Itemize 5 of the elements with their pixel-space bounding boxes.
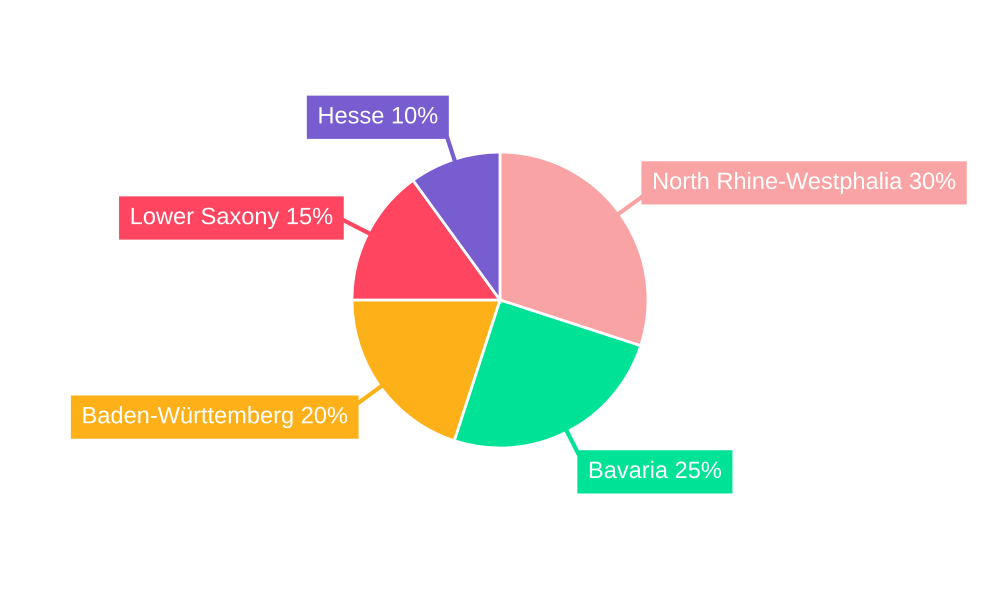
slice-label: Bavaria 25% (590, 460, 722, 478)
slice-label: Hesse 10% (319, 106, 438, 124)
slice-label: Lower Saxony 15% (132, 208, 332, 230)
slice-label: Baden-Württemberg 20% (83, 406, 348, 428)
slice-label: North Rhine-Westphalia 30% (654, 172, 956, 194)
